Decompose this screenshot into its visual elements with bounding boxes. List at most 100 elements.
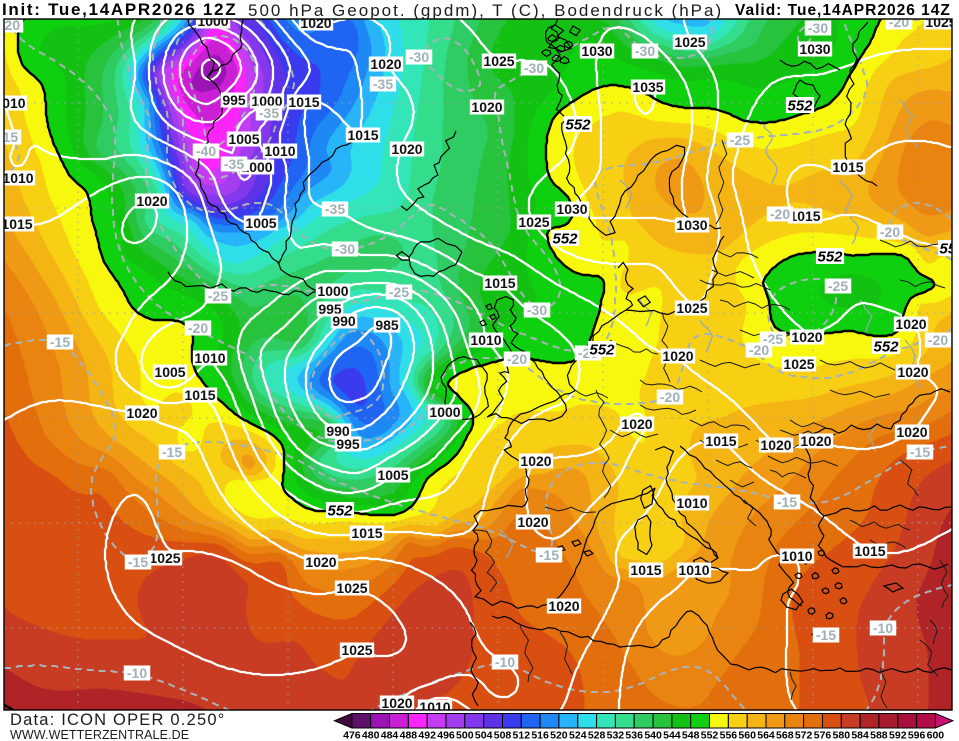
svg-text:540: 540 (644, 730, 662, 741)
svg-text:1025: 1025 (925, 14, 956, 30)
svg-text:572: 572 (795, 730, 813, 741)
svg-text:1015: 1015 (630, 562, 661, 578)
svg-text:-20: -20 (188, 320, 208, 336)
svg-text:-35: -35 (224, 156, 244, 172)
svg-text:536: 536 (625, 730, 643, 741)
svg-text:1025: 1025 (674, 34, 705, 50)
svg-text:-35: -35 (325, 201, 345, 217)
svg-text:552: 552 (939, 240, 959, 257)
svg-text:1010: 1010 (676, 495, 707, 511)
svg-text:580: 580 (833, 730, 851, 741)
svg-text:990: 990 (326, 423, 350, 439)
svg-text:1030: 1030 (556, 201, 587, 217)
svg-text:1010: 1010 (2, 170, 33, 186)
svg-text:1005: 1005 (377, 467, 408, 483)
svg-text:496: 496 (437, 730, 455, 741)
svg-text:1015: 1015 (184, 387, 215, 403)
svg-text:-20: -20 (889, 14, 909, 30)
svg-text:556: 556 (720, 730, 738, 741)
svg-text:568: 568 (776, 730, 794, 741)
svg-text:-30: -30 (335, 241, 355, 257)
svg-text:1020: 1020 (370, 56, 401, 72)
svg-text:-30: -30 (635, 43, 655, 59)
svg-text:WWW.WETTERZENTRALE.DE: WWW.WETTERZENTRALE.DE (10, 728, 189, 741)
svg-text:-35: -35 (259, 105, 279, 121)
svg-text:Valid: Tue,14APR2026 14Z: Valid: Tue,14APR2026 14Z (735, 2, 951, 19)
svg-text:1020: 1020 (662, 348, 693, 364)
svg-text:-25: -25 (208, 288, 228, 304)
svg-text:552: 552 (817, 248, 843, 265)
svg-text:1000: 1000 (251, 93, 282, 109)
svg-text:1005: 1005 (228, 131, 259, 147)
svg-text:-25: -25 (389, 284, 409, 300)
svg-text:-30: -30 (527, 302, 547, 318)
svg-text:552: 552 (552, 230, 578, 247)
svg-text:1015: 1015 (288, 94, 319, 110)
svg-text:1020: 1020 (800, 433, 831, 449)
svg-text:-10: -10 (873, 620, 893, 636)
svg-text:-15: -15 (816, 627, 836, 643)
svg-text:532: 532 (607, 730, 625, 741)
svg-text:1020: 1020 (136, 193, 167, 209)
svg-text:1020: 1020 (621, 416, 652, 432)
svg-text:1015: 1015 (854, 543, 885, 559)
svg-text:1020: 1020 (791, 329, 822, 345)
svg-text:1025: 1025 (341, 642, 372, 658)
svg-text:-15: -15 (539, 547, 559, 563)
svg-text:-15: -15 (50, 334, 70, 350)
svg-text:-15: -15 (910, 444, 930, 460)
svg-text:488: 488 (400, 730, 418, 741)
svg-text:1020: 1020 (520, 453, 551, 469)
svg-text:504: 504 (475, 730, 493, 741)
svg-text:576: 576 (814, 730, 832, 741)
svg-text:1020: 1020 (391, 141, 422, 157)
svg-text:1010: 1010 (264, 143, 295, 159)
svg-text:-15: -15 (0, 129, 18, 145)
svg-text:-20: -20 (770, 206, 790, 222)
svg-text:Data: ICON OPER 0.250°: Data: ICON OPER 0.250° (10, 711, 226, 729)
svg-text:1015: 1015 (347, 127, 378, 143)
svg-text:1015: 1015 (789, 208, 820, 224)
svg-text:1030: 1030 (581, 43, 612, 59)
svg-text:524: 524 (569, 730, 587, 741)
svg-text:-40: -40 (196, 143, 216, 159)
svg-text:1015: 1015 (351, 525, 382, 541)
svg-text:-15: -15 (162, 444, 182, 460)
svg-text:1005: 1005 (245, 215, 276, 231)
svg-text:-20: -20 (880, 224, 900, 240)
svg-text:-20: -20 (928, 332, 948, 348)
svg-text:1020: 1020 (300, 15, 331, 31)
svg-text:1025: 1025 (518, 214, 549, 230)
svg-text:1000: 1000 (429, 404, 460, 420)
svg-text:995: 995 (222, 92, 246, 108)
svg-text:564: 564 (757, 730, 775, 741)
svg-text:1020: 1020 (381, 695, 412, 711)
svg-text:516: 516 (531, 730, 549, 741)
svg-text:1015: 1015 (484, 275, 515, 291)
svg-text:1030: 1030 (676, 217, 707, 233)
svg-text:520: 520 (550, 730, 568, 741)
svg-text:552: 552 (701, 730, 719, 741)
svg-text:-30: -30 (808, 20, 828, 36)
svg-text:-20: -20 (749, 342, 769, 358)
svg-text:552: 552 (873, 338, 899, 355)
svg-text:592: 592 (889, 730, 907, 741)
svg-text:544: 544 (663, 730, 681, 741)
svg-text:1025: 1025 (483, 53, 514, 69)
svg-text:-30: -30 (524, 60, 544, 76)
svg-text:1010: 1010 (194, 350, 225, 366)
svg-text:560: 560 (738, 730, 756, 741)
svg-text:476: 476 (343, 730, 361, 741)
svg-text:1020: 1020 (895, 316, 926, 332)
svg-text:995: 995 (318, 301, 342, 317)
svg-text:1015: 1015 (705, 433, 736, 449)
svg-text:1020: 1020 (896, 424, 927, 440)
svg-text:480: 480 (362, 730, 380, 741)
svg-text:584: 584 (851, 730, 869, 741)
svg-text:1010: 1010 (781, 548, 812, 564)
svg-text:1025: 1025 (336, 580, 367, 596)
svg-text:1010: 1010 (678, 562, 709, 578)
svg-text:1025: 1025 (676, 300, 707, 316)
svg-text:1030: 1030 (799, 41, 830, 57)
svg-text:1000: 1000 (241, 159, 272, 175)
